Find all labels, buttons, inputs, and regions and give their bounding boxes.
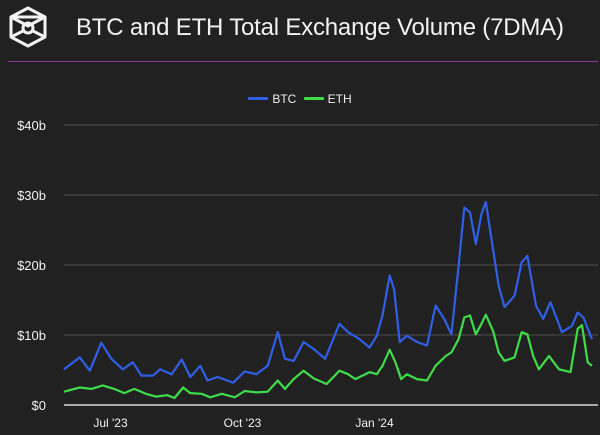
y-tick-label: $20b	[17, 258, 46, 273]
x-tick-label: Jul '23	[93, 416, 128, 430]
y-tick-label: $0	[32, 398, 46, 413]
x-tick-label: Jan '24	[355, 416, 394, 430]
legend-item-eth[interactable]: ETH	[303, 91, 352, 106]
chart-title: BTC and ETH Total Exchange Volume (7DMA)	[76, 14, 564, 41]
title-divider	[8, 61, 598, 62]
legend-item-btc[interactable]: BTC	[248, 92, 296, 106]
series-line-eth	[63, 313, 593, 400]
legend-swatch-eth	[303, 97, 324, 100]
y-tick-label: $40b	[17, 118, 46, 133]
the-block-logo-icon	[9, 6, 47, 48]
series-line-btc	[63, 200, 594, 384]
x-tick-label: Oct '23	[224, 416, 262, 430]
legend-swatch-btc	[248, 97, 269, 100]
y-tick-label: $30b	[17, 188, 46, 203]
y-tick-label: $10b	[17, 328, 46, 343]
legend-label-eth: ETH	[327, 91, 352, 106]
legend-label-btc: BTC	[272, 91, 297, 106]
legend: BTC ETH	[0, 89, 600, 106]
